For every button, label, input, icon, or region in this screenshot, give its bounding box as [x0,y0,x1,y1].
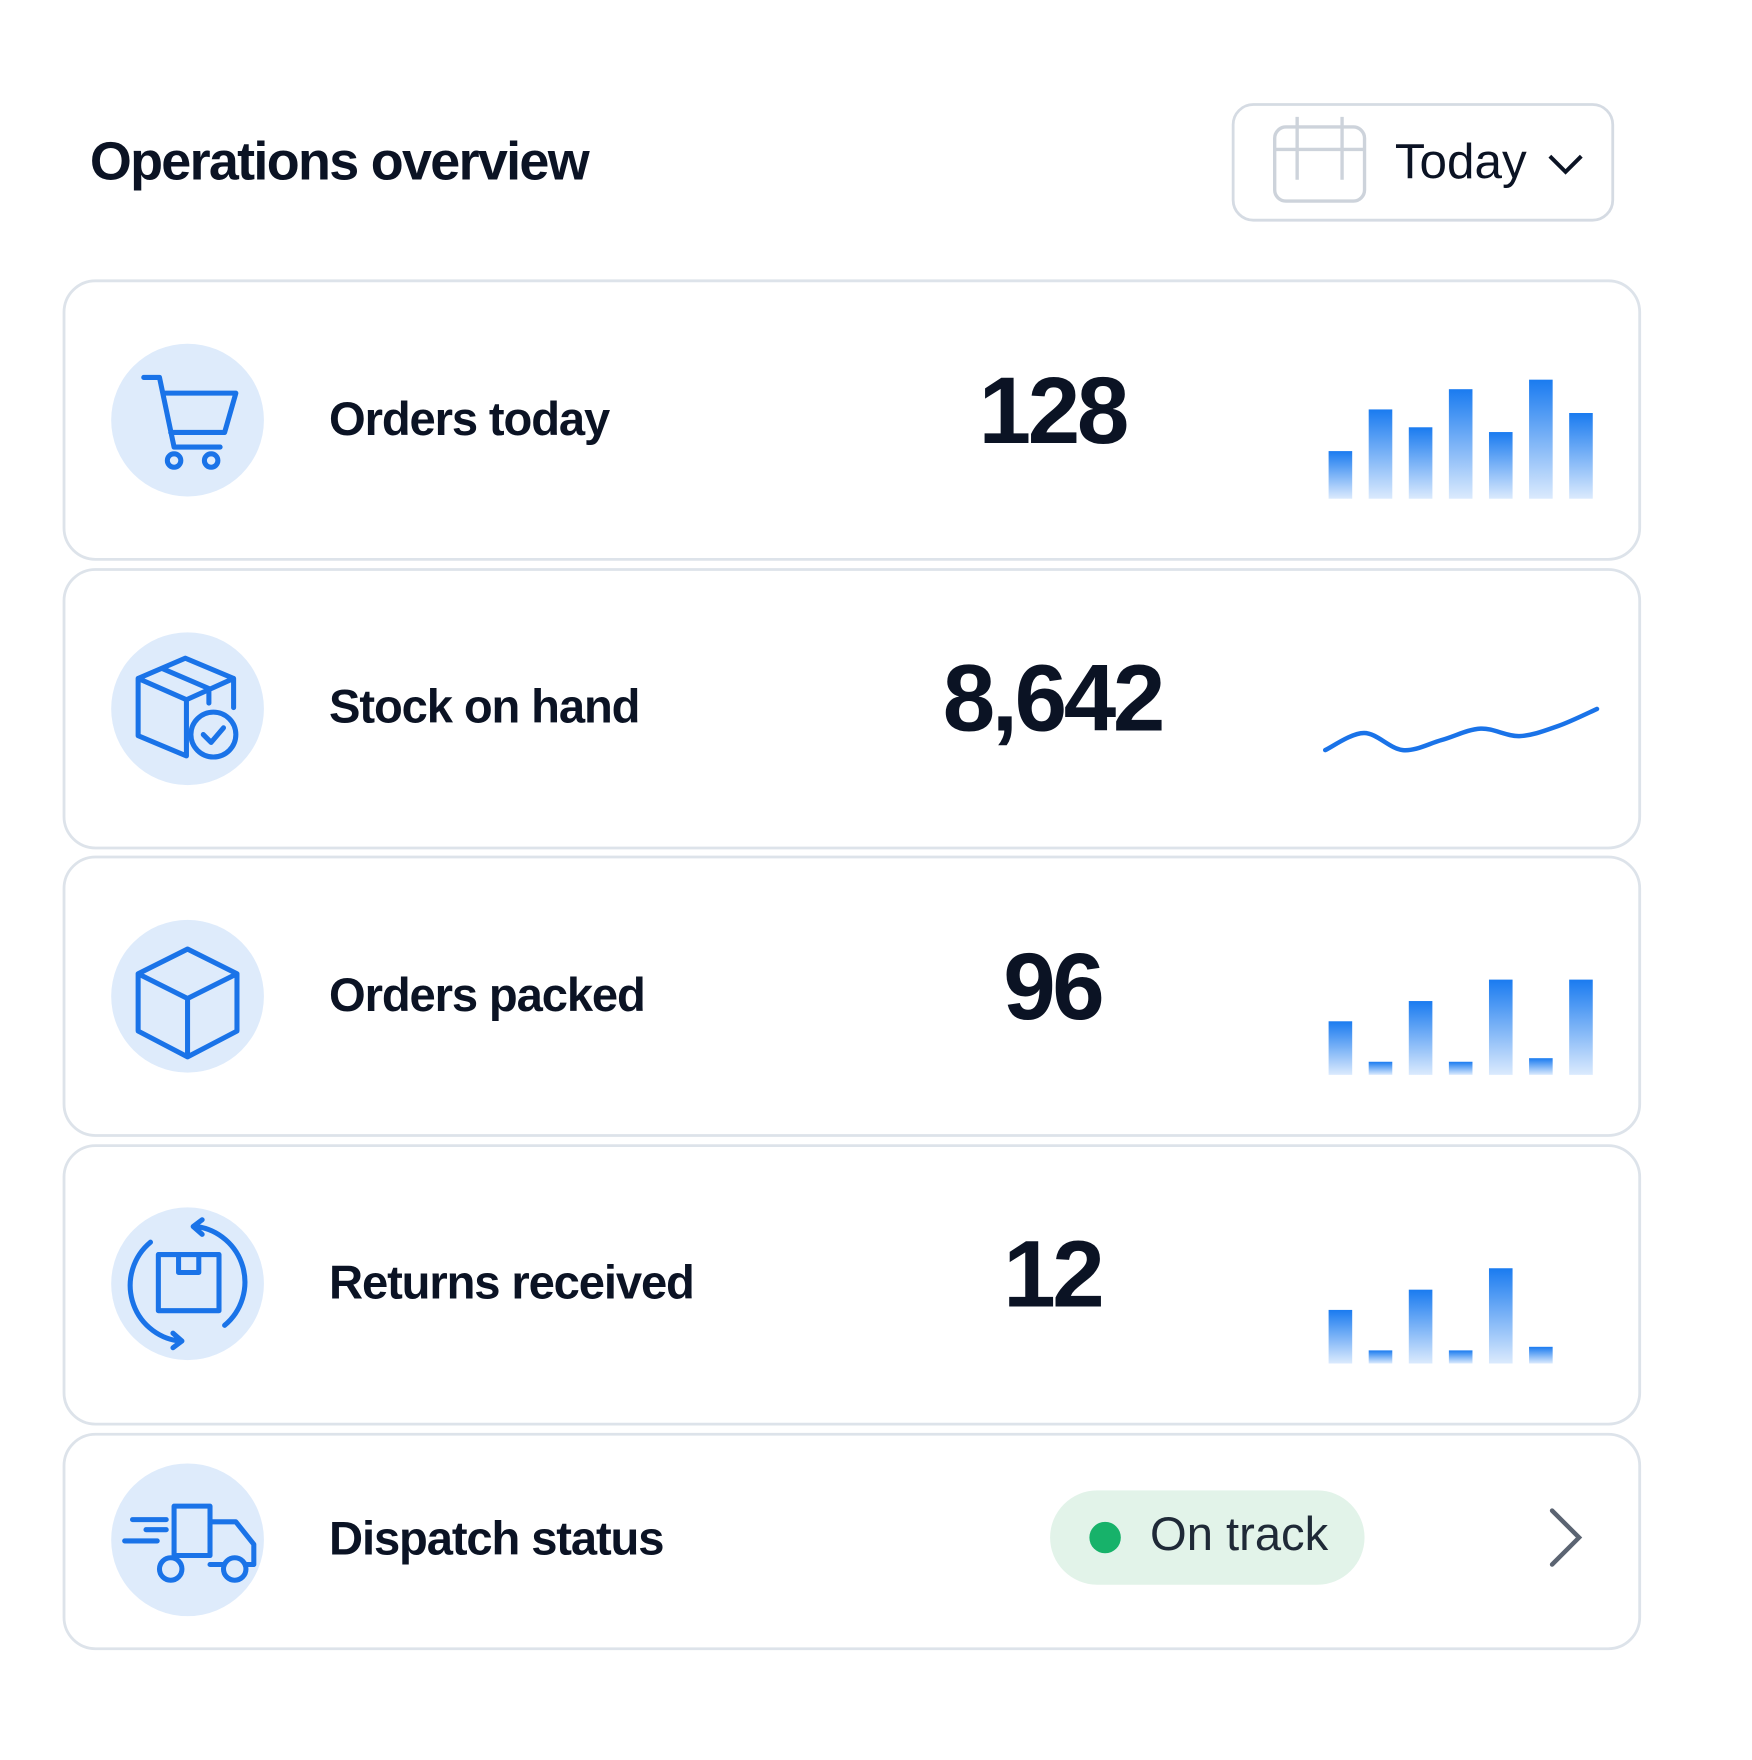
title: Operations overview [90,131,591,191]
dispatch-card[interactable] [62,1432,1642,1651]
metric-value: 128 [979,358,1127,463]
spark-bar [1569,413,1593,499]
date-label: Today [1395,134,1527,189]
calendar-icon [1273,116,1367,203]
cart-icon [111,343,264,497]
spark-bar [1488,1268,1513,1364]
spark-bar [1448,1350,1473,1364]
spark-bar [1448,389,1473,499]
spark-bar [1368,409,1393,499]
metric-label: Stock on hand [329,679,639,732]
package-icon [111,919,264,1073]
spark-bar [1368,1350,1393,1364]
metric-card [62,279,1642,561]
spark-bar [1488,979,1513,1075]
status-pill [1050,1490,1365,1585]
metric-value: 12 [1003,1221,1101,1326]
status-text: On track [1150,1507,1329,1560]
spark-bar [1488,432,1513,499]
spark-bar [1448,1061,1473,1075]
spark-bar [1529,1346,1553,1364]
spark-bar [1569,979,1593,1075]
metric-card [62,855,1642,1137]
spark-bar [1529,379,1553,499]
spark-bar [1368,1061,1393,1075]
stock-icon [111,632,264,786]
spark-bar [1408,427,1433,499]
dispatch-label: Dispatch status [329,1512,663,1565]
spark-line [1322,706,1600,753]
chevron-down [1548,154,1583,175]
spark-bar [1328,1021,1353,1075]
spark-bar [1408,1289,1433,1364]
metric-label: Orders today [329,392,610,445]
metric-label: Orders packed [329,968,645,1021]
spark-bar [1529,1058,1553,1075]
returns-icon [111,1207,264,1361]
spark-bar [1328,451,1353,499]
metric-label: Returns received [329,1255,694,1308]
spark-bar [1328,1309,1353,1364]
metric-value: 96 [1003,934,1102,1039]
dispatch-row[interactable]: Dispatch status On track [62,1432,1642,1651]
metric-card [62,568,1642,850]
truck-icon [111,1463,264,1617]
spark-bar [1408,1001,1433,1075]
metric-card [62,1144,1642,1426]
metric-value: 8,642 [943,645,1162,750]
status-dot [1089,1521,1121,1554]
chevron-right[interactable] [1549,1508,1583,1567]
date-filter[interactable]: Today [1231,103,1615,222]
